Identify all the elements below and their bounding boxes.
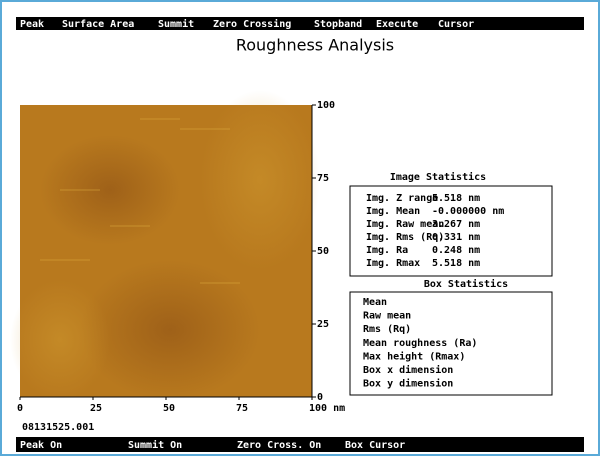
stat-label: Img. Ra [366,245,408,256]
image-statistics-title: Image Statistics [390,171,486,183]
status-item: Summit On [128,439,182,451]
y-tick-label: 25 [317,319,329,330]
stat-value: -0.000000 nm [432,206,504,217]
stat-value: 0.248 nm [432,245,480,256]
x-tick-label: 100 nm [309,403,345,414]
stat-value: 3.267 nm [432,219,480,230]
app-window: Roughness Analysis Image Statistics Box … [0,0,600,456]
menu-item[interactable]: Summit [158,18,194,30]
stat-label: Img. Rmax [366,258,420,269]
stat-label: Img. Z range [366,193,438,204]
x-tick-label: 0 [17,403,23,414]
stat-label: Max height (Rmax) [363,350,465,362]
stat-label: Raw mean [363,311,411,322]
menu-item[interactable]: Peak [20,19,44,30]
menu-item[interactable]: Stopband [314,19,362,30]
stat-label: Box y dimension [363,378,453,390]
box-statistics-title: Box Statistics [424,278,508,290]
stat-label: Mean [363,297,387,308]
menu-item[interactable]: Surface Area [62,19,134,30]
status-item: Box Cursor [345,440,405,451]
stat-label: Mean roughness (Ra) [363,338,477,349]
status-item: Peak On [20,440,62,451]
stat-value: 5.518 nm [432,193,480,204]
stat-label: Img. Mean [366,206,420,217]
stat-label: Box x dimension [363,364,453,376]
menu-item[interactable]: Execute [376,19,418,30]
menu-item[interactable]: Zero Crossing [213,18,291,30]
menu-item[interactable]: Cursor [438,19,474,30]
y-tick-label: 75 [317,173,329,184]
y-tick-label: 50 [317,246,329,257]
x-tick-label: 50 [163,403,175,414]
status-item: Zero Cross. On [237,440,321,451]
title: Roughness Analysis [236,36,394,55]
x-tick-label: 25 [90,403,102,414]
y-tick-label: 100 [317,100,335,111]
y-tick-label: 0 [317,392,323,403]
afm-image [10,90,320,400]
stat-value: 5.518 nm [432,258,480,269]
x-tick-label: 75 [236,403,248,414]
stat-label: Rms (Rq) [363,324,411,335]
stat-value: 0.331 nm [432,232,480,243]
filename: 08131525.001 [22,422,94,433]
